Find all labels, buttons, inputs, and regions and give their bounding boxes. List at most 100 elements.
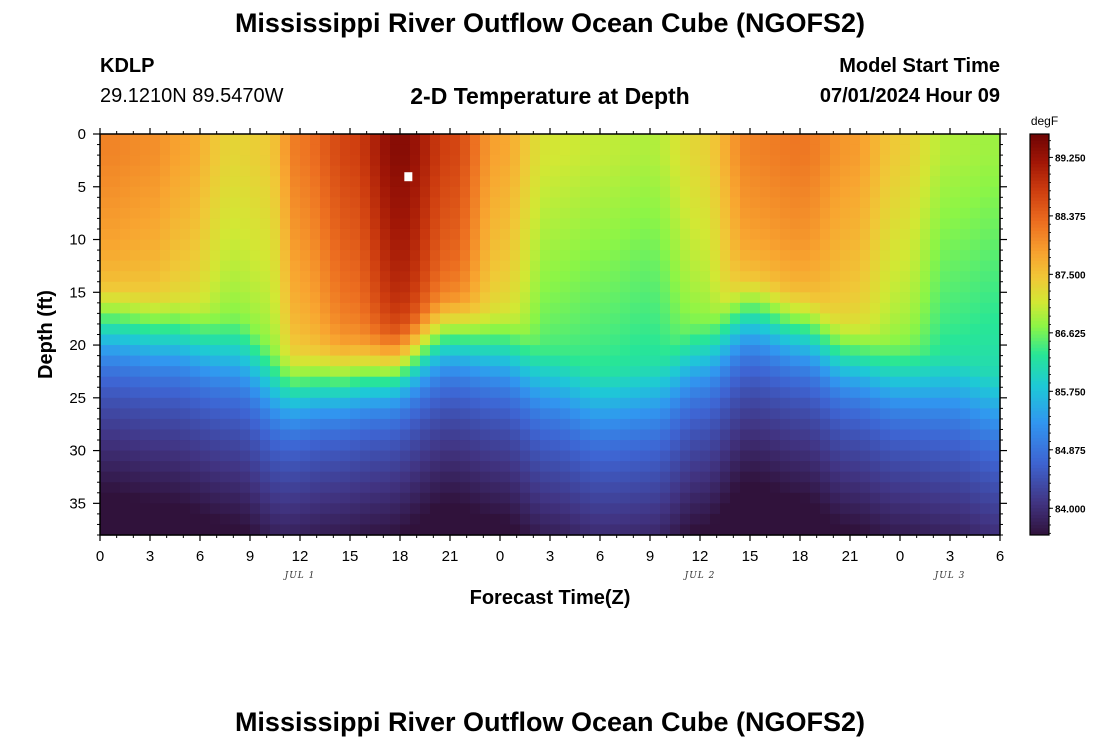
heatmap-cell xyxy=(250,408,261,420)
heatmap-cell xyxy=(440,292,451,304)
heatmap-cell xyxy=(790,186,801,198)
heatmap-cell xyxy=(480,366,491,378)
heatmap-cell xyxy=(410,366,421,378)
heatmap-cell xyxy=(340,218,351,230)
heatmap-cell xyxy=(130,366,141,378)
heatmap-cell xyxy=(680,513,691,526)
heatmap-cell xyxy=(720,155,731,167)
heatmap-cell xyxy=(560,366,571,378)
heatmap-cell xyxy=(390,366,401,378)
heatmap-cell xyxy=(290,461,301,473)
heatmap-cell xyxy=(420,323,431,336)
heatmap-cell xyxy=(600,292,611,304)
heatmap-cell xyxy=(980,155,991,167)
heatmap-cell xyxy=(890,471,901,483)
heatmap-cell xyxy=(670,302,681,314)
heatmap-cell xyxy=(790,334,801,346)
heatmap-cell xyxy=(660,207,671,220)
heatmap-cell xyxy=(620,250,631,262)
colorbar-segment xyxy=(1030,441,1049,446)
heatmap-cell xyxy=(530,376,541,388)
heatmap-cell xyxy=(150,429,161,441)
heatmap-cell xyxy=(880,355,891,367)
heatmap-cell xyxy=(180,313,191,325)
heatmap-cell xyxy=(560,281,571,293)
heatmap-cell xyxy=(230,323,241,336)
heatmap-cell xyxy=(100,260,111,272)
heatmap-cell xyxy=(430,281,441,293)
heatmap-cell xyxy=(800,366,811,378)
heatmap-cell xyxy=(710,313,721,325)
heatmap-cell xyxy=(810,408,821,420)
heatmap-cell xyxy=(290,250,301,262)
heatmap-cell xyxy=(520,387,531,399)
heatmap-cell xyxy=(870,155,881,167)
heatmap-cell xyxy=(500,450,511,462)
heatmap-cell xyxy=(200,207,211,220)
heatmap-cell xyxy=(440,482,451,494)
heatmap-cell xyxy=(410,482,421,494)
heatmap-cell xyxy=(260,260,271,272)
heatmap-cell xyxy=(810,165,821,177)
heatmap-cell xyxy=(450,387,461,399)
heatmap-cell xyxy=(920,155,931,167)
heatmap-cell xyxy=(580,134,591,146)
heatmap-cell xyxy=(910,302,921,314)
heatmap-cell xyxy=(640,366,651,378)
heatmap-cell xyxy=(680,271,691,283)
heatmap-cell xyxy=(750,207,761,220)
colorbar-segment xyxy=(1030,264,1049,269)
heatmap-cell xyxy=(300,440,311,452)
heatmap-cell xyxy=(890,503,901,515)
colorbar-segment xyxy=(1030,170,1049,175)
heatmap-cell xyxy=(420,503,431,515)
heatmap-cell xyxy=(280,524,291,536)
heatmap-cell xyxy=(890,376,901,388)
heatmap-cell xyxy=(900,239,911,251)
heatmap-cell xyxy=(640,144,651,156)
heatmap-cell xyxy=(360,387,371,399)
heatmap-cell xyxy=(290,218,301,230)
heatmap-cell xyxy=(750,387,761,399)
heatmap-cell xyxy=(930,482,941,494)
heatmap-cell xyxy=(930,313,941,325)
heatmap-cell xyxy=(970,155,981,167)
heatmap-cell xyxy=(740,302,751,314)
heatmap-cell xyxy=(210,397,221,409)
heatmap-cell xyxy=(120,292,131,304)
heatmap-cell xyxy=(730,408,741,420)
heatmap-cell xyxy=(730,281,741,293)
heatmap-cell xyxy=(440,260,451,272)
heatmap-cell xyxy=(500,323,511,336)
heatmap-cell xyxy=(160,207,171,220)
heatmap-cell xyxy=(310,155,321,167)
heatmap-cell xyxy=(650,492,661,504)
heatmap-cell xyxy=(430,260,441,272)
heatmap-cell xyxy=(880,176,891,188)
heatmap-cell xyxy=(300,228,311,241)
heatmap-cell xyxy=(730,376,741,388)
heatmap-cell xyxy=(950,155,961,167)
heatmap-cell xyxy=(110,323,121,336)
heatmap-cell xyxy=(870,503,881,515)
heatmap-cell xyxy=(520,292,531,304)
colorbar-tick-label: 87.500 xyxy=(1055,270,1086,281)
heatmap-cell xyxy=(720,165,731,177)
heatmap-cell xyxy=(500,228,511,241)
heatmap-cell xyxy=(960,482,971,494)
x-tick-label: 21 xyxy=(442,548,459,565)
heatmap-cell xyxy=(990,513,1001,526)
heatmap-cell xyxy=(770,408,781,420)
heatmap-cell xyxy=(170,302,181,314)
heatmap-cell xyxy=(790,524,801,536)
heatmap-cell xyxy=(390,271,401,283)
heatmap-cell xyxy=(800,186,811,198)
heatmap-cell xyxy=(970,345,981,357)
colorbar-segment xyxy=(1030,511,1049,516)
heatmap-cell xyxy=(280,260,291,272)
heatmap-cell xyxy=(820,134,831,146)
heatmap-cell xyxy=(830,376,841,388)
heatmap-cell xyxy=(640,387,651,399)
x-tick-label: 9 xyxy=(646,548,654,565)
heatmap-cell xyxy=(610,155,621,167)
